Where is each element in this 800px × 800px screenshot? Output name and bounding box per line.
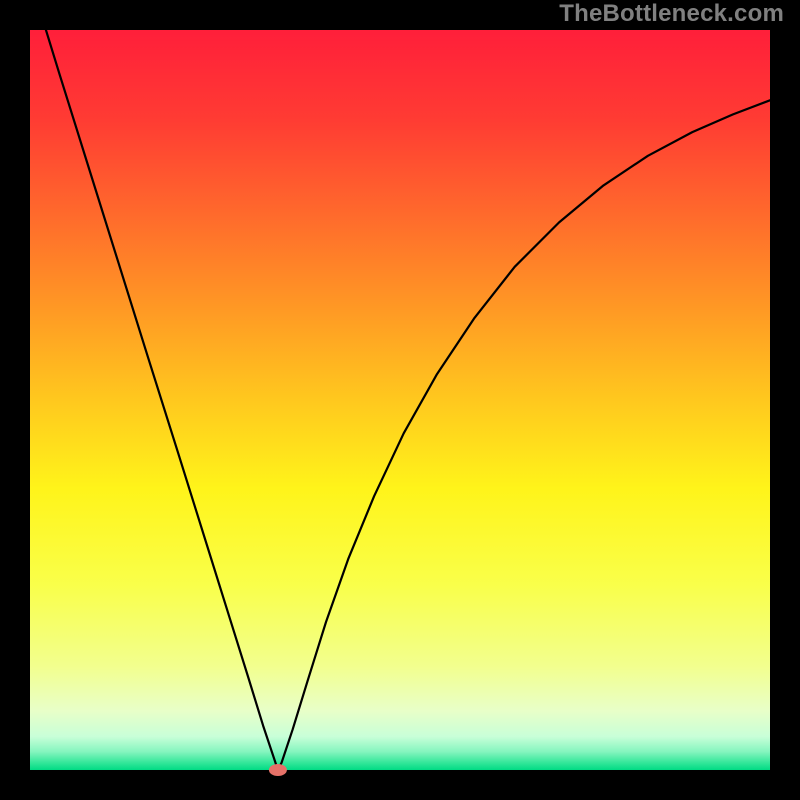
chart-canvas: TheBottleneck.com [0,0,800,800]
bottleneck-chart [0,0,800,800]
plot-gradient-area [30,30,770,770]
watermark-text: TheBottleneck.com [559,0,784,28]
bottleneck-marker [269,764,287,776]
